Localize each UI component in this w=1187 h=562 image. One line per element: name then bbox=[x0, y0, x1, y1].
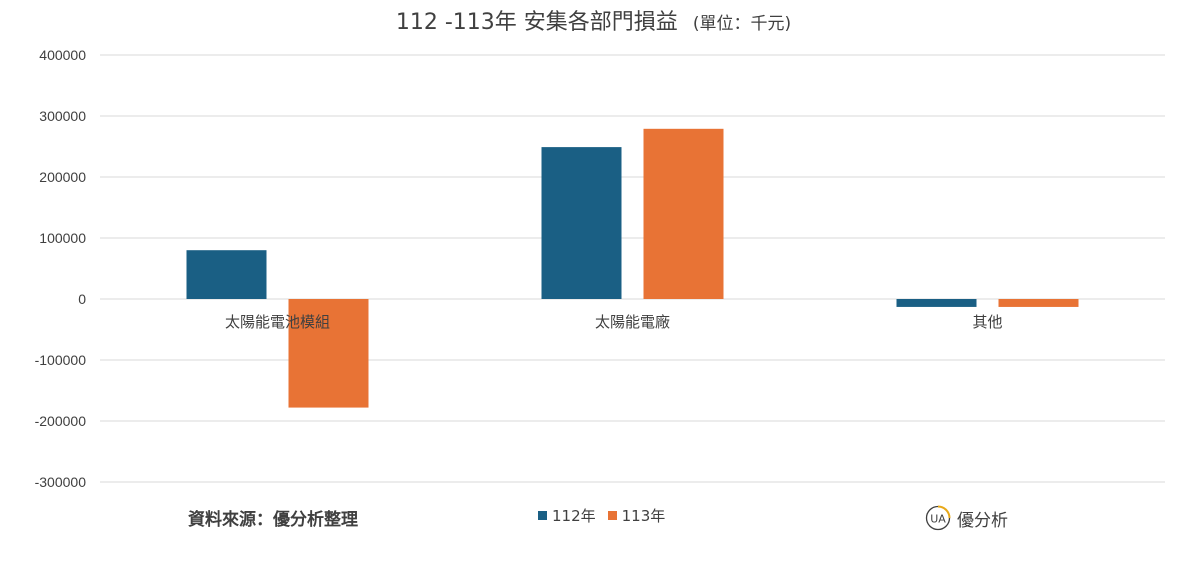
legend-label-113: 113年 bbox=[621, 507, 666, 525]
bar-112 bbox=[186, 250, 267, 299]
y-tick-label: -300000 bbox=[35, 474, 87, 490]
brand-name: 優分析 bbox=[957, 510, 1008, 531]
y-tick-label: 100000 bbox=[39, 230, 86, 246]
x-category-label: 太陽能電廠 bbox=[595, 313, 670, 331]
chart-title: 112 -113年 安集各部門損益 bbox=[395, 10, 678, 35]
bar-113 bbox=[643, 128, 724, 299]
brand-logo-icon: UA bbox=[925, 505, 951, 531]
x-category-label: 其他 bbox=[972, 313, 1002, 331]
bar-113 bbox=[998, 299, 1079, 307]
bar-113 bbox=[288, 299, 369, 408]
legend-item-113: 113年 bbox=[607, 505, 666, 526]
y-tick-label: 200000 bbox=[39, 169, 86, 185]
bar-112 bbox=[541, 147, 622, 299]
y-tick-label: 0 bbox=[78, 291, 86, 307]
legend-swatch-112 bbox=[538, 511, 547, 520]
legend-swatch-113 bbox=[607, 511, 617, 520]
brand: UA 優分析 bbox=[925, 505, 1008, 531]
y-tick-label: -100000 bbox=[35, 352, 87, 368]
bar-112 bbox=[896, 299, 977, 307]
y-tick-label: 400000 bbox=[39, 47, 86, 63]
chart-unit: (單位：千元) bbox=[692, 14, 792, 34]
legend-label-112: 112年 bbox=[552, 507, 596, 525]
y-tick-label: -200000 bbox=[35, 413, 87, 429]
x-category-label: 太陽能電池模組 bbox=[225, 313, 330, 331]
legend: 112年 113年 bbox=[538, 505, 677, 526]
legend-item-112: 112年 bbox=[538, 505, 596, 526]
source-label: 資料來源：優分析整理 bbox=[188, 510, 358, 530]
y-tick-label: 300000 bbox=[39, 108, 86, 124]
brand-logo-text: UA bbox=[930, 513, 946, 526]
chart-title-block: 112 -113年 安集各部門損益 (單位：千元) bbox=[0, 4, 1187, 36]
